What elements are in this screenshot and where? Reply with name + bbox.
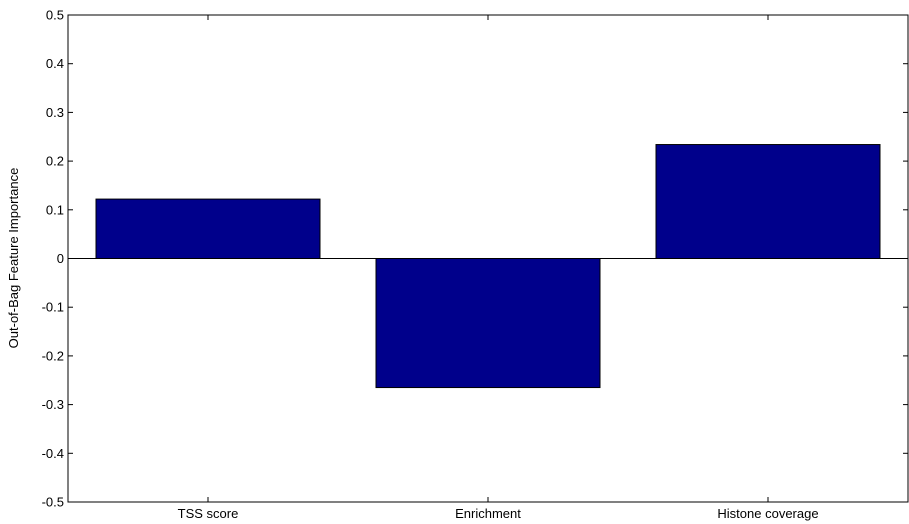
y-tick-label: 0.5	[46, 8, 64, 23]
y-tick-label: 0.3	[46, 105, 64, 120]
bar-enrichment	[375, 258, 601, 389]
y-tick-label: -0.1	[42, 300, 64, 315]
y-tick-label: 0.4	[46, 56, 64, 71]
y-tick-label: 0.1	[46, 202, 64, 217]
bar-histone-coverage	[655, 144, 881, 260]
bar-tss-score	[95, 198, 321, 259]
y-tick-label: -0.5	[42, 495, 64, 510]
y-tick-label: 0	[57, 251, 64, 266]
y-tick-label: -0.3	[42, 397, 64, 412]
y-tick-label: -0.4	[42, 446, 64, 461]
x-tick-label: Enrichment	[455, 506, 521, 521]
y-axis-label: Out-of-Bag Feature Importance	[6, 168, 21, 349]
x-tick-label: TSS score	[178, 506, 239, 521]
x-axis-ticks: TSS score Enrichment Histone coverage	[178, 15, 819, 521]
x-tick-label: Histone coverage	[717, 506, 818, 521]
bars	[95, 144, 881, 389]
y-tick-label: 0.2	[46, 154, 64, 169]
y-tick-label: -0.2	[42, 348, 64, 363]
